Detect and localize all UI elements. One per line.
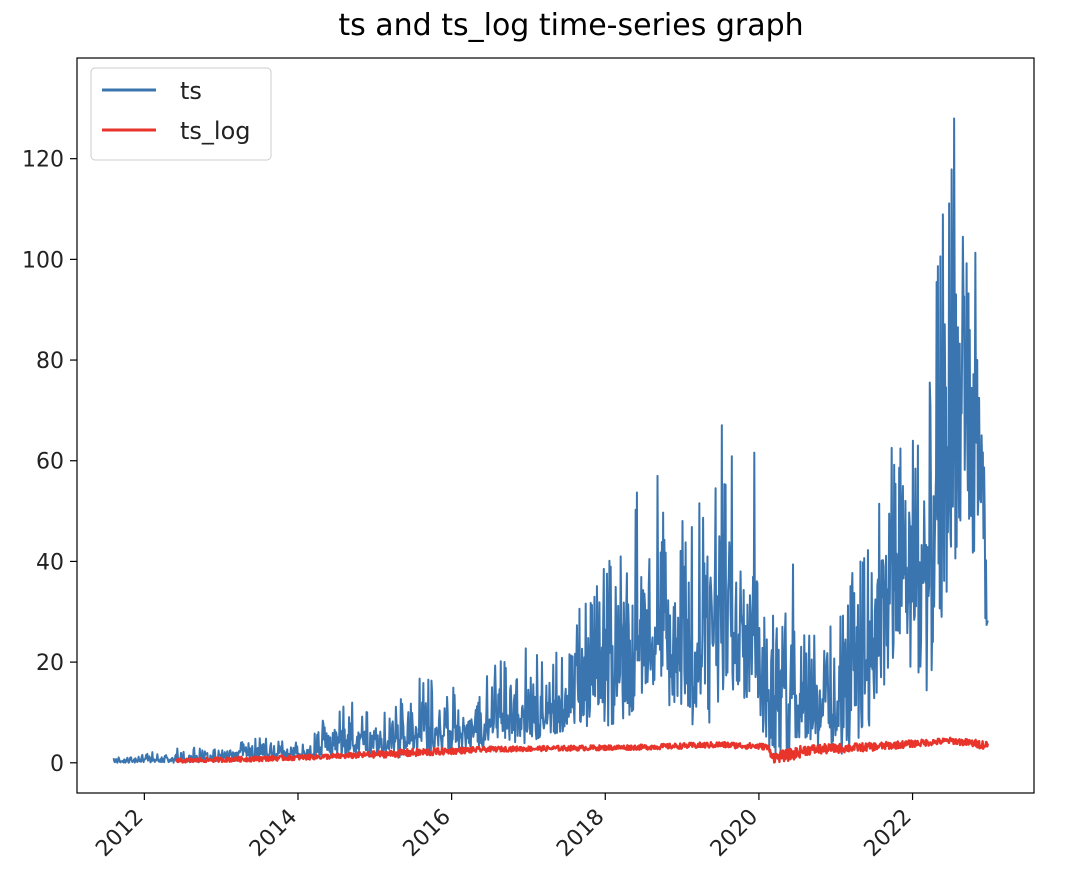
- y-tick-label: 40: [36, 550, 64, 575]
- chart-title: ts and ts_log time-series graph: [338, 8, 803, 43]
- y-tick-label: 80: [36, 349, 64, 374]
- legend: ts ts_log: [90, 67, 272, 161]
- y-tick-label: 100: [22, 248, 64, 273]
- legend-label-ts-log: ts_log: [180, 117, 251, 145]
- y-tick-label: 0: [50, 752, 64, 777]
- y-tick-label: 20: [36, 651, 64, 676]
- y-tick-label: 120: [22, 148, 64, 173]
- series-line-ts-log: [174, 736, 990, 764]
- plot-area: [76, 57, 1035, 794]
- series-line-ts: [112, 117, 989, 764]
- y-tick-label: 60: [36, 450, 64, 475]
- legend-label-ts: ts: [180, 77, 202, 105]
